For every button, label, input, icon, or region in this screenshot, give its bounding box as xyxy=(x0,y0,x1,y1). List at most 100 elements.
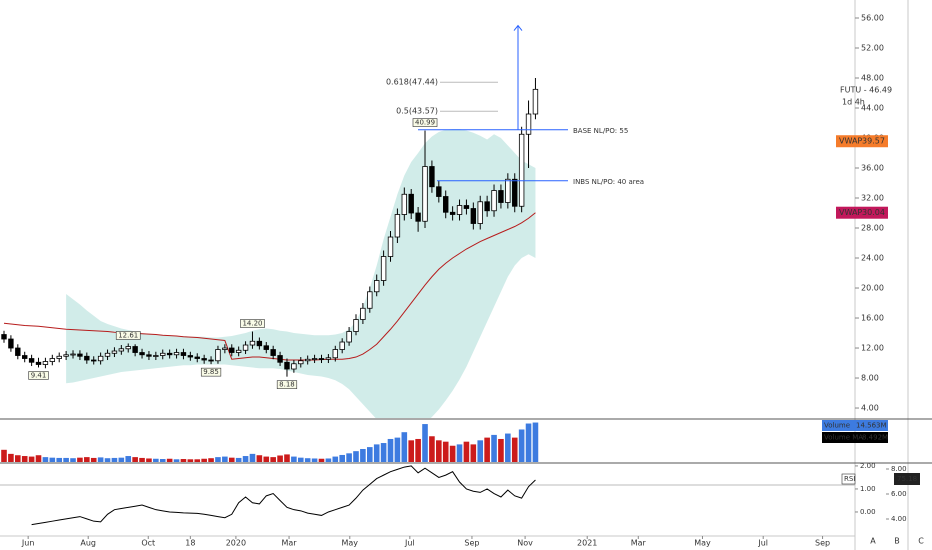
y-tick-label: 4.00 xyxy=(861,404,879,413)
candle-body xyxy=(532,88,539,115)
volume-ma-value: 8.492M xyxy=(862,434,888,442)
candle-body xyxy=(187,355,194,358)
y-tick-label: 36.00 xyxy=(861,164,884,173)
volume-bar xyxy=(159,459,166,462)
volume-bar xyxy=(532,422,539,462)
volume-bar xyxy=(187,459,194,462)
candle-body xyxy=(401,193,408,215)
volume-bar xyxy=(360,448,366,462)
rsi-tick-label: 0.00 xyxy=(860,508,876,516)
volume-bar xyxy=(77,457,83,462)
volume-bar xyxy=(63,457,69,462)
price-label: 40.99 xyxy=(415,119,435,127)
volume-bar xyxy=(470,444,477,462)
volume-bar xyxy=(436,440,442,462)
candle-body xyxy=(91,359,97,362)
rsi-label-box xyxy=(841,473,856,485)
volume-bar xyxy=(318,458,325,462)
candle-body xyxy=(484,201,490,212)
candle-body xyxy=(104,352,111,357)
volume-bar xyxy=(208,458,214,462)
rsi-value-box xyxy=(894,473,920,485)
candle-body xyxy=(394,214,401,238)
candle-body xyxy=(56,355,62,359)
x-tick-label: Oct xyxy=(141,539,155,548)
vwap-name: VWAP xyxy=(839,208,862,217)
volume-bar xyxy=(256,455,263,462)
candle-body xyxy=(229,347,235,353)
bollinger-band xyxy=(66,129,536,418)
candle-body xyxy=(263,345,269,350)
volume-bar xyxy=(387,438,394,462)
volume-bar xyxy=(297,457,304,462)
volume-bar xyxy=(125,456,132,462)
volume-bar xyxy=(339,454,345,462)
x-tick-label: May xyxy=(694,539,711,548)
volume-bar xyxy=(228,457,235,462)
x-tick-label: Nov xyxy=(517,539,533,548)
candle-body xyxy=(380,256,387,281)
volume-bar xyxy=(28,456,35,462)
volume-bar xyxy=(311,458,318,462)
rsi-tick-label: 1.00 xyxy=(860,485,876,493)
volume-bar xyxy=(408,440,415,462)
candle-body xyxy=(166,352,173,356)
volume-bar xyxy=(346,453,352,462)
candle-body xyxy=(436,186,442,197)
rsi-tick-label-2: 8.00 xyxy=(891,465,907,473)
volume-bar xyxy=(415,438,421,462)
candle-body xyxy=(291,363,297,370)
y-tick-label: 44.00 xyxy=(861,104,884,113)
candle-body xyxy=(84,355,90,361)
fib-label: 0.618(47.44) xyxy=(386,78,438,87)
candle-body xyxy=(415,212,421,222)
target-label: BASE NL/PO: 55 xyxy=(573,127,628,135)
volume-bar xyxy=(367,447,373,462)
y-tick-label: 12.00 xyxy=(861,344,884,353)
candle-body xyxy=(387,236,394,257)
candle-body xyxy=(208,359,214,362)
candle-body xyxy=(367,291,373,309)
volume-bar xyxy=(394,437,401,462)
rsi-tick-label: 2.00 xyxy=(860,462,876,470)
x-tick-label: Jun xyxy=(21,539,35,548)
y-tick-label: 8.00 xyxy=(861,374,879,383)
volume-bar xyxy=(139,457,145,462)
price-label: 12.61 xyxy=(118,331,138,339)
vwap-name: VWAP xyxy=(839,137,862,146)
scale-button[interactable]: A xyxy=(870,537,876,546)
rsi-label: RSI xyxy=(844,475,855,483)
x-tick-label: Aug xyxy=(80,539,96,548)
volume-bar xyxy=(277,455,283,462)
candle-body xyxy=(1,334,7,340)
volume-bar xyxy=(201,458,207,462)
moving-average xyxy=(3,212,536,361)
volume-bar xyxy=(70,458,76,462)
volume-bar xyxy=(132,457,138,462)
volume-bar xyxy=(21,456,28,462)
volume-bar xyxy=(456,444,463,462)
volume-bar xyxy=(194,459,201,462)
volume-bar xyxy=(35,455,42,462)
volume-bar xyxy=(449,445,456,462)
candle-body xyxy=(470,208,477,224)
candle-body xyxy=(284,361,290,370)
volume-bar xyxy=(525,423,532,462)
price-label: 8.18 xyxy=(279,381,295,389)
x-tick-label: Mar xyxy=(282,539,298,548)
candle-body xyxy=(360,307,366,320)
scale-button[interactable]: C xyxy=(918,537,924,546)
x-tick-label: 2021 xyxy=(577,539,597,548)
volume-bar xyxy=(353,451,359,462)
candle-body xyxy=(63,354,69,357)
candle-body xyxy=(525,113,532,135)
rsi-tick-label-2: 4.00 xyxy=(891,515,907,523)
candle-body xyxy=(118,348,125,352)
candle-body xyxy=(180,352,187,356)
scale-button[interactable]: B xyxy=(894,537,900,546)
candle-body xyxy=(512,178,518,207)
candle-body xyxy=(346,331,352,343)
volume-bar xyxy=(1,449,7,462)
volume-bar xyxy=(146,458,152,462)
